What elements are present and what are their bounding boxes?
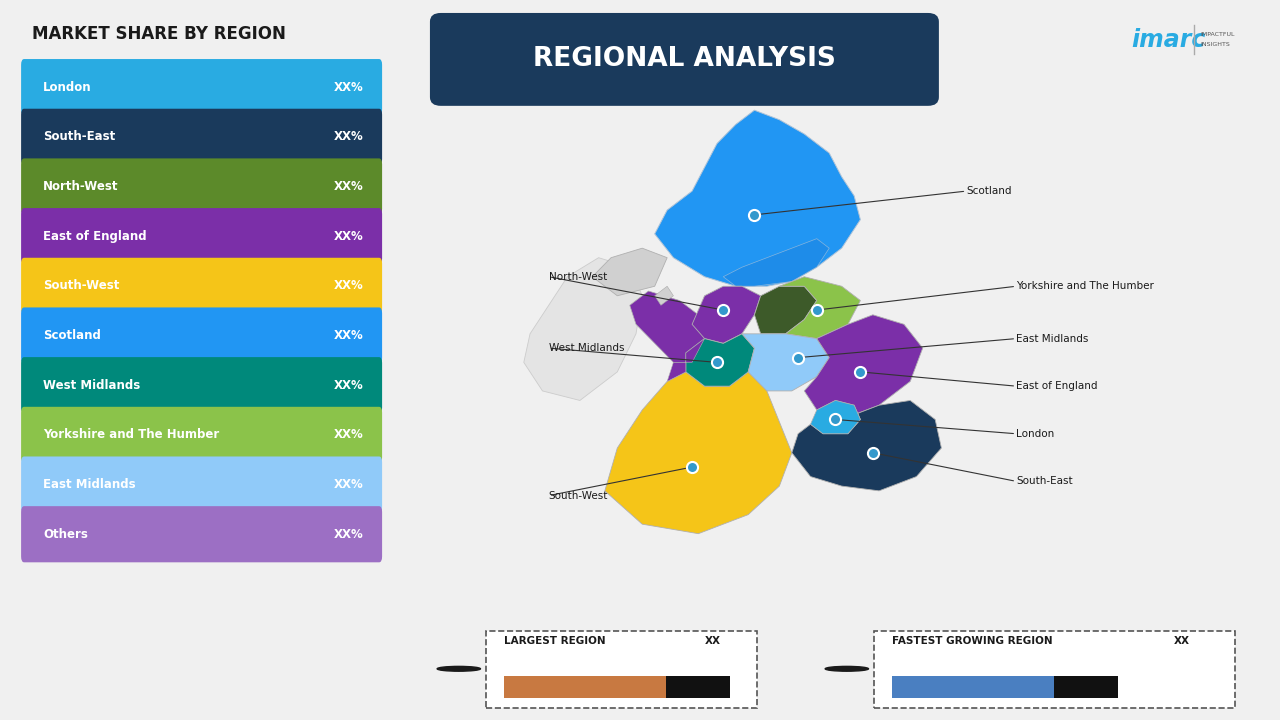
Polygon shape [810, 400, 860, 433]
FancyBboxPatch shape [892, 675, 1055, 698]
Text: West Midlands: West Midlands [549, 343, 625, 353]
Text: Others: Others [44, 528, 88, 541]
Text: FASTEST GROWING REGION: FASTEST GROWING REGION [892, 636, 1052, 647]
Polygon shape [792, 400, 941, 491]
FancyBboxPatch shape [486, 631, 756, 708]
Text: East Midlands: East Midlands [44, 478, 136, 491]
Polygon shape [654, 110, 860, 287]
Polygon shape [654, 287, 673, 305]
Polygon shape [692, 287, 760, 343]
Text: XX%: XX% [334, 329, 364, 342]
FancyBboxPatch shape [20, 158, 383, 215]
FancyBboxPatch shape [20, 258, 383, 314]
FancyBboxPatch shape [667, 675, 730, 698]
FancyBboxPatch shape [504, 675, 667, 698]
Text: Yorkshire and The Humber: Yorkshire and The Humber [1016, 282, 1155, 292]
Text: XX%: XX% [334, 528, 364, 541]
Polygon shape [780, 276, 860, 338]
Text: East of England: East of England [44, 230, 147, 243]
Polygon shape [605, 372, 792, 534]
Polygon shape [444, 669, 474, 671]
Text: XX: XX [1174, 636, 1190, 647]
Text: LARGEST REGION: LARGEST REGION [504, 636, 605, 647]
Text: Scotland: Scotland [44, 329, 101, 342]
Text: XX%: XX% [334, 428, 364, 441]
FancyBboxPatch shape [20, 456, 383, 513]
Text: South-East: South-East [1016, 477, 1073, 486]
Polygon shape [754, 287, 817, 334]
Text: XX%: XX% [334, 180, 364, 193]
Text: London: London [44, 81, 92, 94]
Text: West Midlands: West Midlands [44, 379, 141, 392]
Text: imarc: imarc [1132, 27, 1206, 52]
Text: IMPACTFUL: IMPACTFUL [1201, 32, 1235, 37]
Text: INSIGHTS: INSIGHTS [1201, 42, 1230, 47]
Text: Scotland: Scotland [966, 186, 1012, 196]
Text: XX%: XX% [334, 81, 364, 94]
Text: XX%: XX% [334, 379, 364, 392]
FancyBboxPatch shape [874, 631, 1235, 708]
Text: North-West: North-West [549, 271, 607, 282]
FancyBboxPatch shape [1055, 675, 1117, 698]
FancyBboxPatch shape [20, 407, 383, 463]
Text: XX%: XX% [334, 130, 364, 143]
Circle shape [438, 667, 480, 671]
Circle shape [826, 667, 869, 671]
Polygon shape [593, 248, 667, 296]
Text: South-East: South-East [44, 130, 115, 143]
Polygon shape [686, 334, 754, 386]
Polygon shape [742, 334, 829, 391]
FancyBboxPatch shape [20, 208, 383, 264]
Polygon shape [832, 669, 861, 671]
FancyBboxPatch shape [20, 307, 383, 364]
Text: South-West: South-West [549, 490, 608, 500]
FancyBboxPatch shape [20, 357, 383, 413]
FancyBboxPatch shape [20, 109, 383, 165]
Text: XX: XX [704, 636, 721, 647]
Text: XX%: XX% [334, 279, 364, 292]
FancyBboxPatch shape [20, 59, 383, 115]
Text: MARKET SHARE BY REGION: MARKET SHARE BY REGION [32, 25, 285, 43]
Text: South-West: South-West [44, 279, 119, 292]
Text: XX%: XX% [334, 230, 364, 243]
Text: REGIONAL ANALYSIS: REGIONAL ANALYSIS [532, 46, 836, 72]
Text: North-West: North-West [44, 180, 119, 193]
Polygon shape [804, 315, 923, 420]
FancyBboxPatch shape [20, 506, 383, 562]
Polygon shape [667, 338, 704, 382]
Text: East Midlands: East Midlands [1016, 333, 1088, 343]
Text: East of England: East of England [1016, 381, 1098, 391]
Text: XX%: XX% [334, 478, 364, 491]
FancyBboxPatch shape [430, 13, 940, 106]
Polygon shape [723, 238, 829, 287]
Polygon shape [524, 258, 643, 400]
Polygon shape [630, 291, 704, 362]
Text: Yorkshire and The Humber: Yorkshire and The Humber [44, 428, 219, 441]
Text: London: London [1016, 428, 1055, 438]
